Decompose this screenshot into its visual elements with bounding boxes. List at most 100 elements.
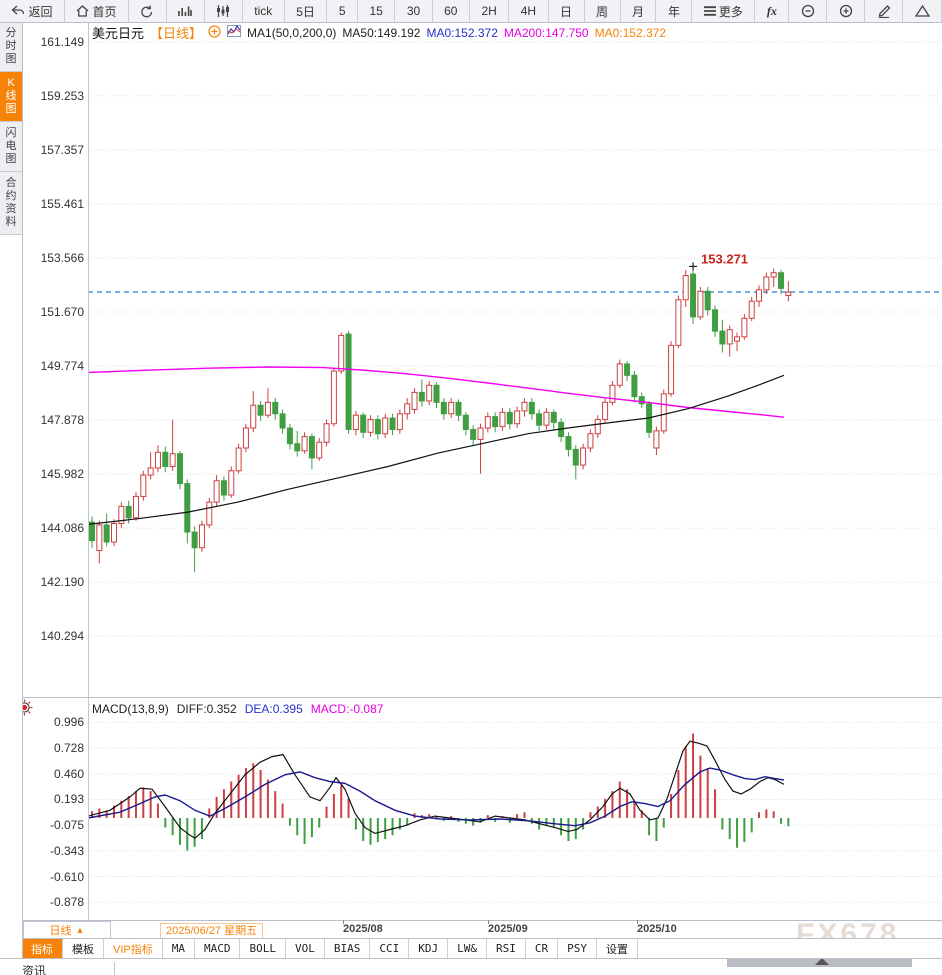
tab-ma[interactable]: MA xyxy=(163,939,195,958)
tab-cci[interactable]: CCI xyxy=(370,939,410,958)
macd-pane-header: MACD(13,8,9) DIFF:0.352 DEA:0.395 MACD:-… xyxy=(92,702,383,716)
toolbar-m5-button[interactable]: 5 xyxy=(327,0,359,22)
tab-bias[interactable]: BIAS xyxy=(325,939,371,958)
tab-rsi[interactable]: RSI xyxy=(487,939,526,958)
tab-macd[interactable]: MACD xyxy=(195,939,241,958)
ma200-value: MA200:147.750 xyxy=(503,25,589,40)
horizontal-scrollbar[interactable] xyxy=(727,956,912,967)
price-axis-border xyxy=(88,22,89,920)
tab-boll[interactable]: BOLL xyxy=(240,939,286,958)
price-axis-tick: 153.566 xyxy=(40,251,84,265)
toolbar-formula-button[interactable]: fx xyxy=(755,0,790,22)
toolbar-m5-label: 5 xyxy=(338,4,346,18)
tab-vol[interactable]: VOL xyxy=(286,939,325,958)
chart-type-sidebar: 分时图 K线图 闪电图 合约资料 xyxy=(0,22,23,958)
toolbar-h2-label: 2H xyxy=(481,4,497,18)
toolbar-m60-button[interactable]: 60 xyxy=(433,0,470,22)
time-axis-tick xyxy=(343,920,344,924)
toolbar-m15-button[interactable]: 15 xyxy=(358,0,396,22)
toolbar-h4-button[interactable]: 4H xyxy=(509,0,549,22)
toolbar-zoom-in-icon-button[interactable] xyxy=(827,0,866,22)
toolbar-tick-label: tick xyxy=(254,4,273,18)
toolbar-month-button[interactable]: 月 xyxy=(621,0,657,22)
macd-axis-tick: 0.996 xyxy=(53,715,84,730)
price-axis-tick: 161.149 xyxy=(40,34,84,49)
toolbar-h4-label: 4H xyxy=(520,4,537,18)
price-axis-tick: 157.357 xyxy=(40,142,84,157)
tab-vip[interactable]: VIP指标 xyxy=(104,939,163,958)
macd-axis-tick: -0.075 xyxy=(49,818,84,833)
macd-axis-tick: -0.343 xyxy=(49,843,84,858)
tab-lw[interactable]: LW& xyxy=(448,939,487,958)
toolbar-home-button[interactable]: 首页 xyxy=(65,0,129,22)
toolbar-draw-icon-button[interactable] xyxy=(865,0,904,22)
tab-kdj[interactable]: KDJ xyxy=(409,939,449,958)
toolbar-day-button[interactable]: 日 xyxy=(549,0,585,22)
sidebar-item-flash-chart[interactable]: 闪电图 xyxy=(0,122,22,172)
time-axis-label: 2025/06/27 星期五 xyxy=(160,923,264,939)
toolbar-week-label: 周 xyxy=(596,4,609,19)
tab-cr[interactable]: CR xyxy=(526,939,559,958)
toolbar-refresh-icon-button[interactable] xyxy=(129,0,167,22)
toolbar-zoom-out-icon-button[interactable] xyxy=(789,0,828,22)
toolbar-m15-label: 15 xyxy=(369,4,383,18)
toolbar-candle-chart-icon-button[interactable] xyxy=(205,0,243,22)
price-pane-header: 美元日元 【日线】 MA1(50,0,200,0) MA50:149.192 M… xyxy=(92,23,666,42)
toolbar-more-label: 更多 xyxy=(718,4,743,19)
period-selector-arrow-icon: ▲ xyxy=(75,925,85,935)
sidebar-item-contract-info[interactable]: 合约资料 xyxy=(0,172,22,235)
xaxis-border xyxy=(22,920,942,921)
time-axis-label: 2025/09 xyxy=(488,923,528,935)
period-label: 【日线】 xyxy=(150,26,203,41)
price-axis-tick: 151.670 xyxy=(40,305,84,320)
time-axis-tick xyxy=(488,920,489,924)
macd-axis-tick: -0.610 xyxy=(49,869,84,884)
period-selector-label: 日线 xyxy=(49,925,72,937)
ma50-value: MA50:149.192 xyxy=(342,25,421,40)
toolbar-month-label: 月 xyxy=(631,4,644,19)
period-selector-button[interactable]: 日线 ▲ xyxy=(23,921,111,939)
candlestick-chart[interactable]: 153.271 xyxy=(88,22,942,697)
top-toolbar: 返回 首页 tick 5日 5 15 30 60 2H 4H 日 周 月 年 更多 fx xyxy=(0,0,942,23)
toolbar-5d-button[interactable]: 5日 xyxy=(285,0,328,22)
svg-text:153.271: 153.271 xyxy=(701,251,748,266)
tab-[interactable]: 设置 xyxy=(597,939,638,958)
time-axis-label: 2025/08 xyxy=(343,923,383,935)
toolbar-5d-label: 5日 xyxy=(296,4,315,19)
toolbar-line-chart-icon-button[interactable] xyxy=(167,0,205,22)
time-axis-label: 2025/10 xyxy=(637,923,677,935)
tab-news[interactable]: 资讯 xyxy=(10,962,115,975)
pane-separator xyxy=(22,697,942,698)
toolbar-week-button[interactable]: 周 xyxy=(585,0,621,22)
macd-value: MACD:-0.087 xyxy=(310,702,384,716)
macd-formula: MACD(13,8,9) xyxy=(92,702,169,716)
ma-mini-chart-icon[interactable] xyxy=(227,24,242,40)
ma0-orange-value: MA0:152.372 xyxy=(594,25,666,40)
macd-chart[interactable] xyxy=(88,700,942,918)
price-axis-tick: 145.982 xyxy=(40,467,84,482)
toolbar-m30-button[interactable]: 30 xyxy=(395,0,433,22)
toolbar-h2-button[interactable]: 2H xyxy=(470,0,510,22)
toolbar-year-button[interactable]: 年 xyxy=(656,0,693,22)
price-axis-tick: 147.878 xyxy=(40,413,84,428)
price-axis-tick: 155.461 xyxy=(40,196,84,211)
time-axis-tick xyxy=(637,920,638,924)
macd-dea-value: DEA:0.395 xyxy=(244,702,303,716)
toolbar-back-button[interactable]: 返回 xyxy=(0,0,65,22)
toolbar-more-button[interactable]: 更多 xyxy=(692,0,756,22)
toolbar-formula-label: fx xyxy=(766,3,777,18)
toolbar-shape-icon-button[interactable] xyxy=(903,0,942,22)
toolbar-day-label: 日 xyxy=(560,4,573,19)
toolbar-m30-label: 30 xyxy=(406,4,421,18)
macd-axis-tick: 0.193 xyxy=(53,792,84,807)
add-indicator-icon[interactable] xyxy=(208,24,221,41)
scrollbar-arrow-icon xyxy=(815,958,829,965)
toolbar-tick-button[interactable]: tick xyxy=(243,0,285,22)
indicator-tab-bar: 指标 模板 VIP指标 MA MACD BOLL VOL BIAS CCI KDJ LW& RSI CR… xyxy=(22,938,942,959)
tab-psy[interactable]: PSY xyxy=(558,939,597,958)
tab-[interactable]: 指标 xyxy=(22,939,63,958)
sidebar-item-time-chart[interactable]: 分时图 xyxy=(0,22,22,72)
tab-[interactable]: 模板 xyxy=(63,939,104,958)
macd-axis-tick: 0.728 xyxy=(53,741,84,756)
sidebar-item-kline-chart[interactable]: K线图 xyxy=(0,72,22,122)
